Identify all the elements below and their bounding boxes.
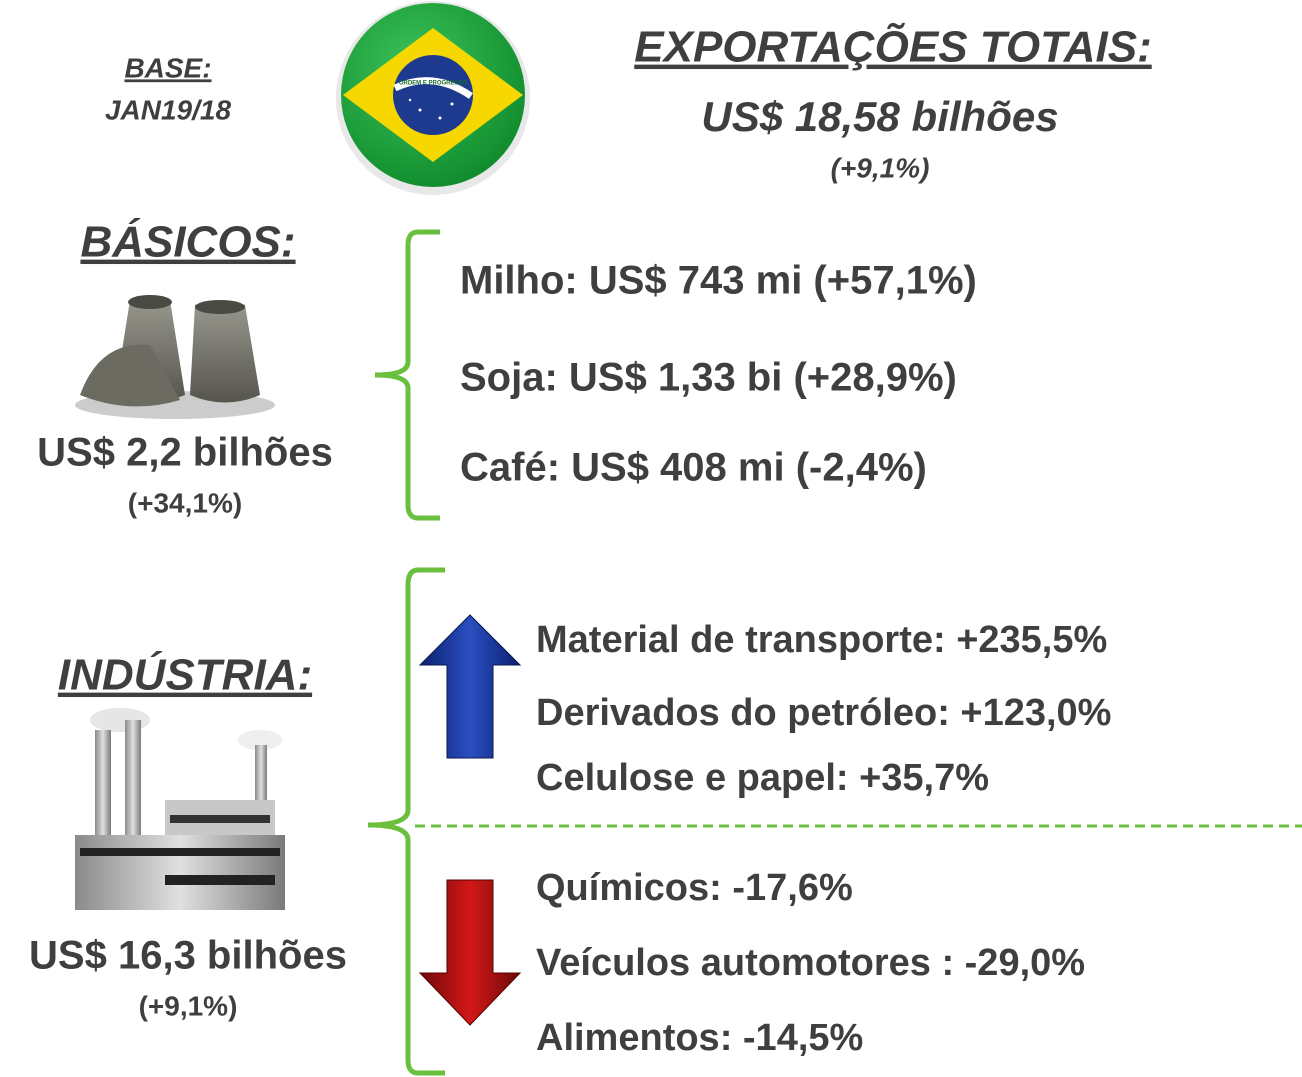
- basicos-item: Soja: US$ 1,33 bi (+28,9%): [460, 356, 957, 400]
- brace: [368, 570, 445, 1073]
- base-label: BASE:: [124, 52, 211, 83]
- brazil-flag: ORDEM E PROGRESSO: [336, 1, 530, 195]
- brace: [375, 232, 440, 518]
- factory: [75, 708, 285, 910]
- up-arrow: [420, 615, 520, 758]
- flag-motto: ORDEM E PROGRESSO: [399, 81, 468, 87]
- total-change: (+9,1%): [831, 152, 930, 183]
- basicos-title: BÁSICOS:: [80, 217, 295, 267]
- basicos-item: Café: US$ 408 mi (-2,4%): [460, 446, 927, 490]
- increase-item: Derivados do petróleo: +123,0%: [536, 692, 1111, 734]
- decrease-item: Veículos automotores : -29,0%: [536, 942, 1085, 984]
- industria-title: INDÚSTRIA:: [58, 650, 312, 700]
- increase-item: Celulose e papel: +35,7%: [536, 757, 989, 799]
- page: {"header": {"base_label": "BASE:", "base…: [0, 0, 1302, 1077]
- base-period: JAN19/18: [105, 94, 232, 125]
- decrease-item: Alimentos: -14,5%: [536, 1017, 863, 1059]
- total-exports: US$ 18,58 bilhões: [701, 93, 1058, 140]
- grain-sacks: [75, 295, 275, 419]
- down-arrow: [420, 880, 520, 1025]
- title: EXPORTAÇÕES TOTAIS:: [634, 22, 1151, 72]
- basicos-change: (+34,1%): [128, 487, 242, 518]
- increase-item: Material de transporte: +235,5%: [536, 619, 1107, 661]
- basicos-total: US$ 2,2 bilhões: [37, 431, 333, 475]
- infographic: BASE: JAN19/18 ORDEM E PROGRESSO EXPORTA…: [0, 0, 1302, 1077]
- decrease-item: Químicos: -17,6%: [536, 867, 853, 909]
- basicos-item: Milho: US$ 743 mi (+57,1%): [460, 259, 977, 303]
- industria-total: US$ 16,3 bilhões: [29, 934, 347, 978]
- industria-change: (+9,1%): [139, 990, 238, 1021]
